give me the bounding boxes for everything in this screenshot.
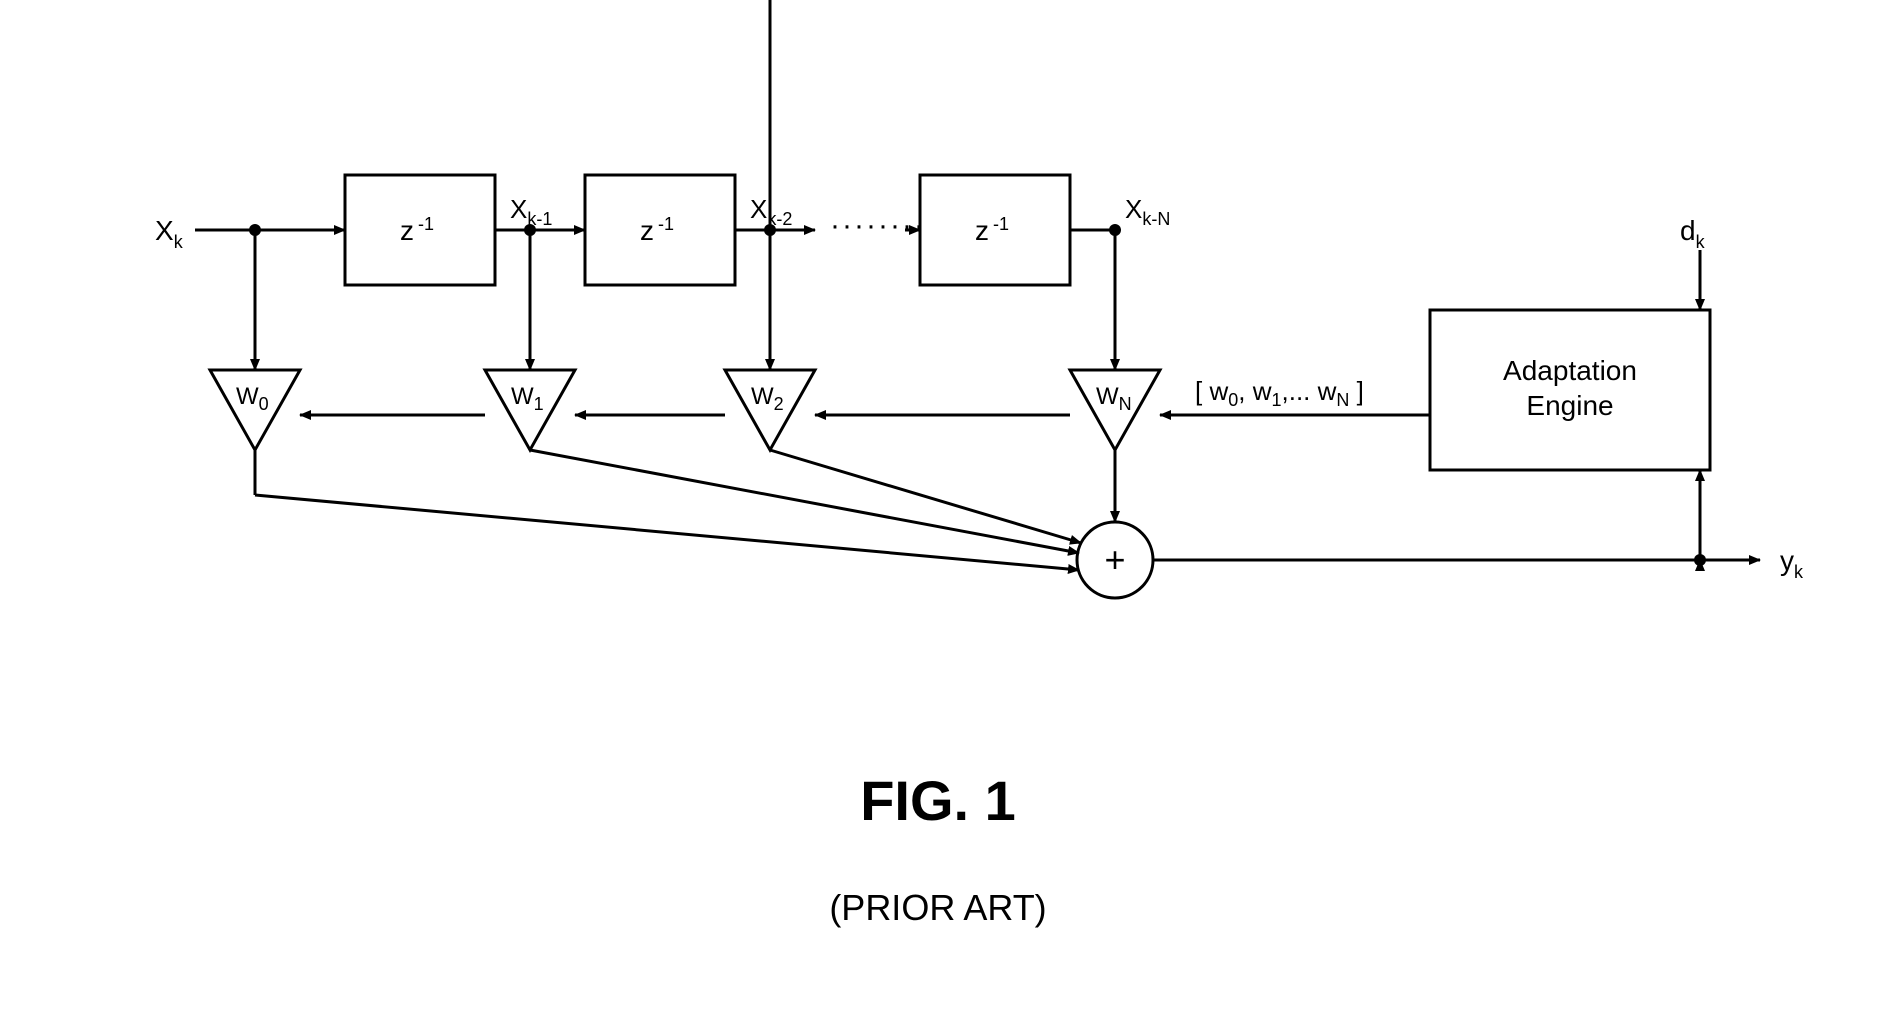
multiplier-2	[725, 370, 815, 450]
figure-title: FIG. 1	[860, 769, 1016, 832]
multiplier-n	[1070, 370, 1160, 450]
multiplier-1	[485, 370, 575, 450]
sum-label: +	[1104, 539, 1125, 580]
multiplier-0	[210, 370, 300, 450]
desired-label: dk	[1680, 215, 1706, 252]
tap-label-n: Xk-N	[1125, 194, 1170, 229]
engine-label-2: Engine	[1526, 390, 1613, 421]
tap-label-1: Xk-1	[510, 194, 552, 229]
output-label: yk	[1780, 545, 1804, 582]
engine-label-1: Adaptation	[1503, 355, 1637, 386]
w2-to-sum	[770, 450, 1081, 543]
w1-to-sum	[530, 450, 1079, 553]
weight-vector-label: [ w0, w1,... wN ]	[1195, 376, 1364, 410]
figure-subtitle: (PRIOR ART)	[829, 887, 1046, 928]
input-label: Xk	[155, 215, 184, 252]
